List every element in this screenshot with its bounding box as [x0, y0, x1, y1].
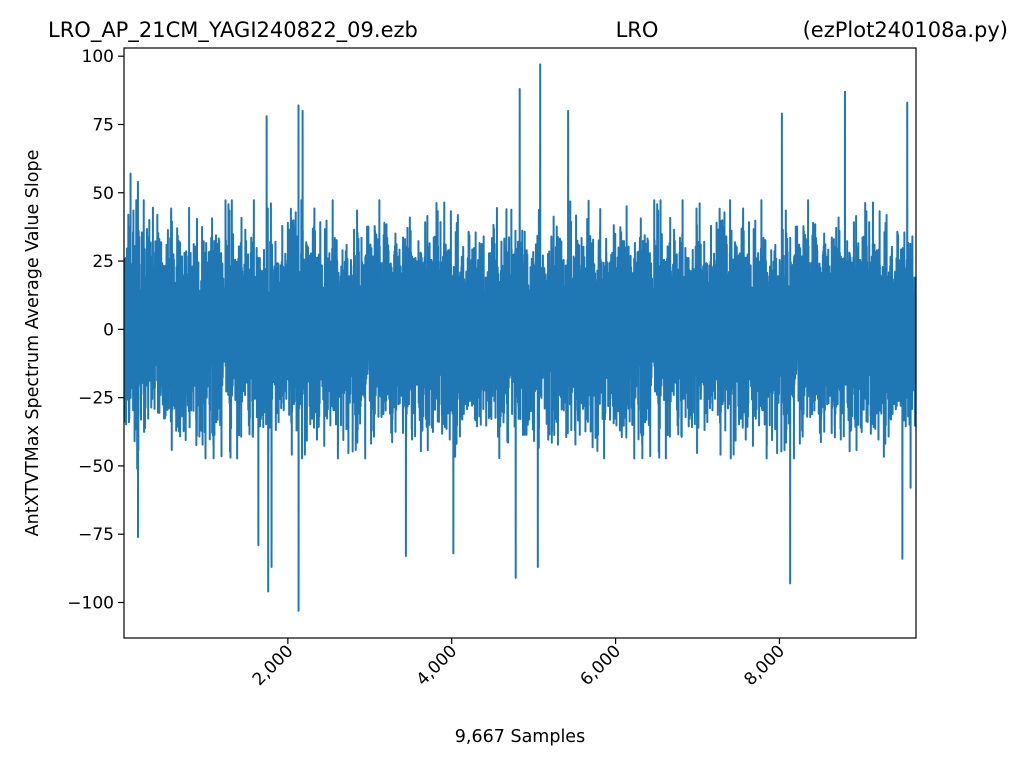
- x-tick-label: 6,000: [577, 641, 626, 690]
- plot-frame: [123, 47, 917, 639]
- y-tick-label: 25: [92, 252, 114, 272]
- chart-title-station: LRO: [616, 18, 659, 42]
- x-axis-label: 9,667 Samples: [455, 727, 585, 747]
- y-axis-label: AntXTVTMax Spectrum Average Value Slope: [23, 150, 43, 537]
- y-tick-label: −100: [67, 593, 114, 613]
- y-tick-label: 75: [92, 115, 114, 135]
- y-tick-label: −50: [78, 457, 114, 477]
- chart-title-file: LRO_AP_21CM_YAGI240822_09.ezb: [48, 18, 418, 43]
- y-tick-label: 0: [103, 320, 114, 340]
- chart-title-script: (ezPlot240108a.py): [803, 18, 1008, 42]
- x-tick-label: 2,000: [249, 641, 298, 690]
- y-tick-label: −25: [78, 389, 114, 409]
- x-tick-label: 8,000: [740, 641, 789, 690]
- x-tick-label: 4,000: [413, 641, 462, 690]
- y-tick-label: 50: [92, 184, 114, 204]
- y-tick-label: −75: [78, 525, 114, 545]
- y-tick-label: 100: [82, 47, 114, 67]
- series-line: [124, 63, 916, 612]
